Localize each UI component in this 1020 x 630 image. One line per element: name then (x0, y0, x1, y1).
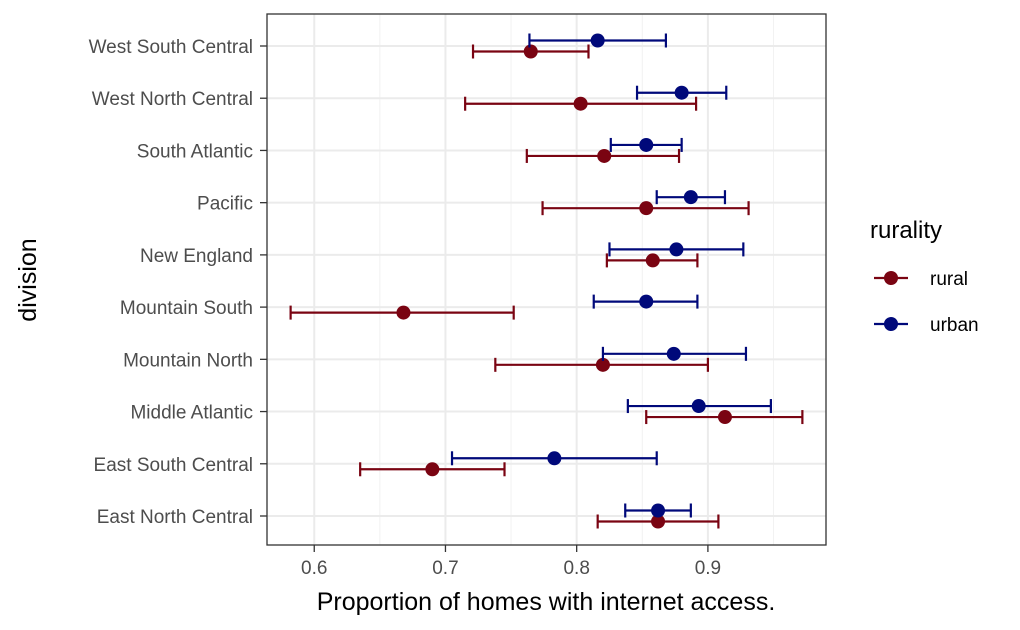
point-urban (674, 85, 689, 100)
point-urban (666, 346, 681, 361)
point-rural (573, 96, 588, 111)
legend-label-rural: rural (930, 269, 968, 290)
legend-key-urban (884, 317, 898, 331)
x-tick-label: 0.7 (432, 558, 458, 579)
point-rural (595, 357, 610, 372)
point-rural (523, 44, 538, 59)
y-tick-label: West North Central (92, 89, 253, 110)
panel-border (266, 13, 827, 546)
point-urban (590, 33, 605, 48)
point-urban (639, 294, 654, 309)
point-rural (425, 462, 440, 477)
legend-title: rurality (870, 217, 942, 244)
legend-label-urban: urban (930, 315, 979, 336)
y-tick-label: Mountain South (120, 298, 253, 319)
y-tick-label: West South Central (89, 37, 253, 58)
x-tick-label: 0.9 (695, 558, 721, 579)
y-tick-label: South Atlantic (137, 141, 253, 162)
point-urban (683, 190, 698, 205)
point-rural (651, 514, 666, 529)
point-rural (717, 410, 732, 425)
legend-key-rural (884, 271, 898, 285)
point-urban (651, 503, 666, 518)
x-tick-label: 0.8 (563, 558, 589, 579)
point-urban (669, 242, 684, 257)
point-urban (547, 451, 562, 466)
y-tick-label: New England (140, 246, 253, 267)
x-tick-label: 0.6 (301, 558, 327, 579)
point-rural (396, 305, 411, 320)
y-tick-label: East South Central (94, 455, 253, 476)
legend: rurality rural urban (870, 217, 979, 336)
y-tick-label: Middle Atlantic (130, 403, 253, 424)
plot-area: East North Central East South Central Midd… (89, 13, 827, 579)
y-axis-title: division (14, 238, 42, 321)
point-rural (639, 201, 654, 216)
point-rural (645, 253, 660, 268)
x-axis-title: Proportion of homes with internet access… (317, 588, 776, 616)
y-tick-label: Mountain North (123, 350, 253, 371)
point-urban (691, 399, 706, 414)
point-rural (597, 148, 612, 163)
y-tick-label: East North Central (97, 507, 253, 528)
point-urban (639, 137, 654, 152)
y-tick-label: Pacific (197, 194, 253, 215)
